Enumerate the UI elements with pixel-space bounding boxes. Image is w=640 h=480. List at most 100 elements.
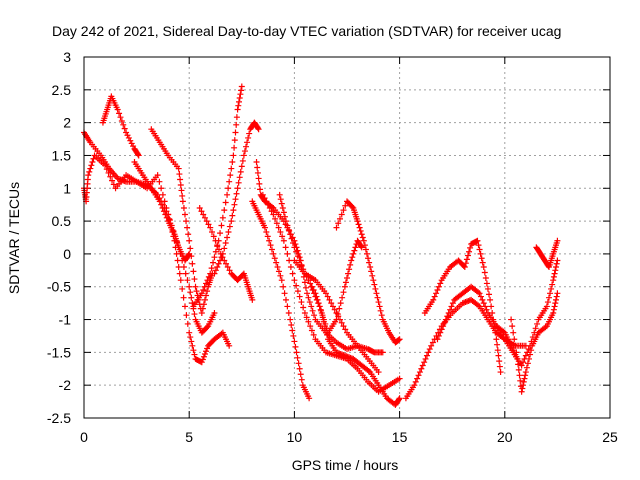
data-point: [331, 306, 338, 313]
data-point: [219, 214, 226, 221]
data-point: [211, 270, 218, 277]
data-point: [203, 348, 210, 355]
data-point: [481, 269, 488, 276]
data-point: [159, 191, 166, 198]
y-tick-label: -2: [59, 377, 72, 393]
data-point: [263, 229, 270, 236]
data-point: [89, 159, 96, 166]
data-point: [350, 250, 357, 257]
data-point: [523, 364, 530, 371]
data-point: [254, 164, 261, 171]
data-point: [222, 239, 229, 246]
data-point: [226, 178, 233, 185]
data-point: [552, 264, 559, 271]
y-tick-label: 2.5: [52, 82, 72, 98]
data-point: [246, 130, 253, 137]
data-point: [234, 106, 241, 113]
data-point: [270, 250, 277, 257]
data-point: [204, 345, 211, 352]
data-point: [522, 352, 529, 359]
data-point: [253, 159, 260, 166]
data-point: [374, 294, 381, 301]
data-point: [191, 276, 198, 283]
data-point: [179, 198, 186, 205]
series-arc-12: [276, 191, 403, 408]
data-point: [334, 311, 341, 318]
data-point: [135, 151, 142, 158]
data-point: [286, 257, 293, 264]
data-point: [127, 137, 134, 144]
data-point: [217, 257, 224, 264]
data-point: [318, 307, 325, 314]
data-point: [289, 327, 296, 334]
data-point: [156, 178, 163, 185]
data-point: [421, 359, 428, 366]
data-point: [187, 334, 194, 341]
data-point: [273, 259, 280, 266]
data-point: [200, 287, 207, 294]
data-point: [349, 254, 356, 261]
data-point: [351, 247, 358, 254]
data-point: [217, 230, 224, 237]
data-point: [293, 248, 300, 255]
data-point: [322, 320, 329, 327]
data-point: [461, 264, 468, 271]
data-point: [346, 266, 353, 273]
data-point: [158, 185, 165, 192]
data-point: [355, 221, 362, 228]
data-point: [87, 165, 94, 172]
data-point: [230, 152, 237, 159]
data-point: [184, 320, 191, 327]
data-point: [268, 246, 275, 253]
data-point: [378, 312, 385, 319]
data-point: [434, 287, 441, 294]
data-point: [201, 283, 208, 290]
data-point: [482, 303, 489, 310]
data-point: [285, 226, 292, 233]
data-point: [227, 172, 234, 179]
data-point: [324, 293, 331, 300]
data-point: [511, 336, 518, 343]
data-point: [300, 304, 307, 311]
data-point: [312, 293, 319, 300]
data-point: [345, 270, 352, 277]
data-point: [203, 280, 210, 287]
data-point: [515, 366, 522, 373]
series-arc-10: [249, 198, 313, 402]
data-point: [305, 294, 312, 301]
data-point: [496, 358, 503, 365]
data-point: [477, 250, 484, 257]
data-point: [357, 227, 364, 234]
data-point: [278, 277, 285, 284]
data-point: [214, 243, 221, 250]
data-point: [497, 369, 504, 376]
y-tick-label: -0.5: [47, 279, 71, 295]
data-point: [486, 291, 493, 298]
data-point: [158, 201, 165, 208]
data-point: [339, 294, 346, 301]
data-point: [430, 296, 437, 303]
data-point: [513, 349, 520, 356]
data-point: [188, 253, 195, 260]
x-tick-label: 10: [287, 429, 303, 445]
plot-frame: [83, 56, 611, 419]
data-point: [210, 259, 217, 266]
data-point: [480, 264, 487, 271]
data-point: [412, 378, 419, 385]
data-point: [545, 294, 552, 301]
data-point: [520, 382, 527, 389]
data-point: [512, 342, 519, 349]
data-point: [474, 237, 481, 244]
data-point: [337, 300, 344, 307]
data-point: [287, 316, 294, 323]
data-point: [448, 303, 455, 310]
data-point: [524, 360, 531, 367]
data-point: [476, 290, 483, 297]
data-point: [279, 204, 286, 211]
data-point: [514, 355, 521, 362]
data-point: [315, 300, 322, 307]
data-point: [347, 261, 354, 268]
data-point: [447, 306, 454, 313]
data-point: [198, 290, 205, 297]
data-point: [187, 245, 194, 252]
